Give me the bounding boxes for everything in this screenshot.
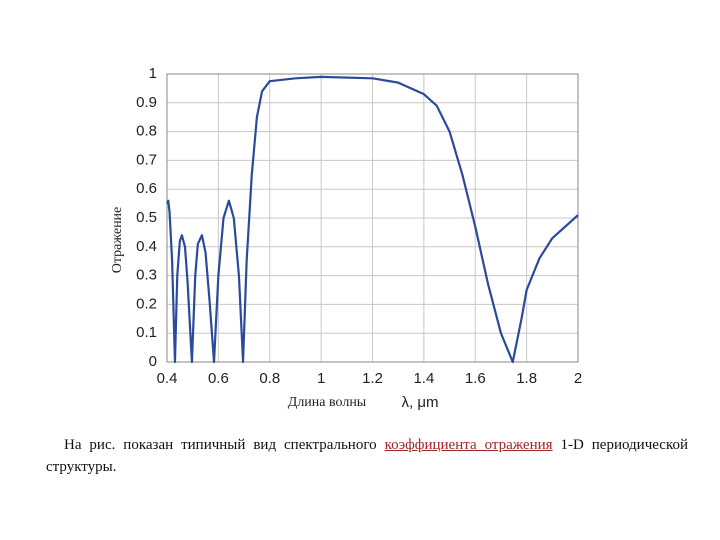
y-tick-label: 0.6 <box>136 180 157 197</box>
x-tick-label: 2 <box>574 370 582 387</box>
x-tick-label: 1.6 <box>465 370 486 387</box>
y-axis-label: Отражение <box>110 207 125 274</box>
x-tick-label: 0.6 <box>208 370 229 387</box>
caption-text: На рис. показан типичный вид спектрально… <box>64 437 385 453</box>
x-tick-label: 0.4 <box>157 370 178 387</box>
x-tick-label: 1.8 <box>516 370 537 387</box>
chart: Отражение Длина волны λ, μm 0 0.1 0.2 0.3 0.… <box>110 65 582 411</box>
y-tick-label: 0.5 <box>136 209 157 226</box>
x-axis-unit: λ, μm <box>402 394 439 411</box>
plot-frame <box>166 73 579 363</box>
caption-link[interactable]: коэффициента отражения <box>384 437 553 453</box>
caption: На рис. показан типичный вид спектрально… <box>46 434 688 478</box>
y-tick-label: 0.2 <box>136 295 157 312</box>
y-tick-label: 0.9 <box>136 94 157 111</box>
y-tick-label: 1 <box>149 65 157 82</box>
y-tick-label: 0 <box>149 353 157 370</box>
y-tick-label: 0.1 <box>136 324 157 341</box>
data-line <box>165 75 579 364</box>
x-tick-label: 1.2 <box>362 370 383 387</box>
y-tick-label: 0.7 <box>136 151 157 168</box>
y-tick-label: 0.4 <box>136 238 157 255</box>
x-tick-label: 0.8 <box>259 370 280 387</box>
y-tick-label: 0.8 <box>136 123 157 140</box>
y-tick-label: 0.3 <box>136 267 157 284</box>
x-tick-label: 1.4 <box>413 370 434 387</box>
x-axis-label: Длина волны <box>288 395 367 410</box>
x-tick-label: 1 <box>317 370 325 387</box>
caption-text: 1-D периодической структуры. <box>46 437 688 475</box>
